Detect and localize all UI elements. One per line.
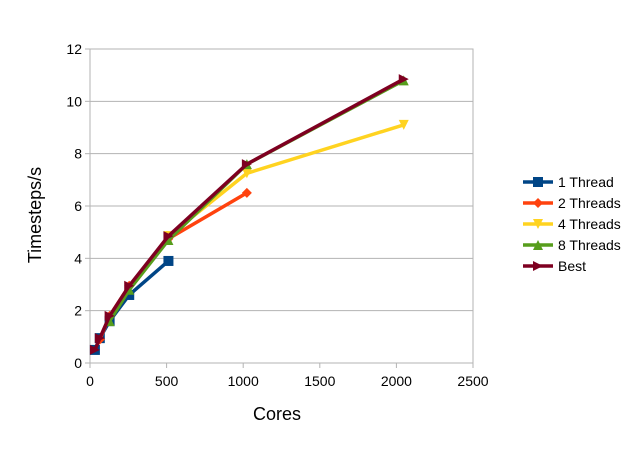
x-tick-label: 2500 [457,373,488,389]
legend-label: 2 Threads [558,195,621,211]
legend-swatch-marker [533,261,543,271]
data-point [104,310,115,321]
series-line [107,78,406,323]
data-point [124,280,135,291]
series-best [89,74,409,355]
data-point [398,74,409,85]
data-point [241,187,252,198]
x-axis-title: Cores [253,404,301,424]
x-tick-label: 1000 [228,373,259,389]
x-tick-label: 500 [155,373,179,389]
legend-swatch-marker [533,219,543,229]
data-point [124,289,135,300]
x-tick-label: 2000 [381,373,412,389]
y-tick-label: 4 [74,250,82,266]
data-point [89,344,100,355]
data-point [241,159,252,170]
plot-area-border [89,48,474,364]
y-tick-label: 6 [74,198,82,214]
legend-item: 1 Thread [523,174,614,190]
x-tick-label: 0 [86,373,94,389]
data-point [94,333,105,344]
legend-item: 8 Threads [523,237,621,253]
legend-swatch-marker [533,198,543,208]
data-point [163,255,174,266]
y-tick-label: 10 [66,93,82,109]
y-tick-label: 0 [74,355,82,371]
legend-label: 1 Thread [558,174,614,190]
x-tick-label: 1500 [304,373,335,389]
series-layer [89,74,409,355]
series-line [93,77,406,352]
legend-item: Best [523,258,586,274]
data-point [241,168,252,179]
legend-label: Best [558,258,586,274]
legend-item: 2 Threads [523,195,621,211]
series-8-threads [104,75,409,327]
legend: 1 Thread 2 Threads 4 Threads 8 Threads Best [523,174,621,274]
data-point [398,119,409,130]
legend-swatch-marker [533,177,543,187]
data-point [163,235,174,246]
y-axis-title: Timesteps/s [25,167,45,263]
legend-label: 4 Threads [558,216,621,232]
series-line [93,259,171,352]
series-2-threads [94,187,252,345]
series-4-threads [104,119,409,325]
grid-layer [90,48,473,364]
axes-layer: 0 2 4 6 8 10 12 0 500 1000 1500 2000 2500 [66,41,488,389]
legend-label: 8 Threads [558,237,621,253]
data-point [163,231,174,242]
legend-item: 4 Threads [523,216,621,232]
y-tick-label: 12 [66,41,82,57]
legend-swatch-marker [533,240,543,250]
y-tick-label: 2 [74,303,82,319]
y-tick-label: 8 [74,146,82,162]
series-line [98,191,249,342]
